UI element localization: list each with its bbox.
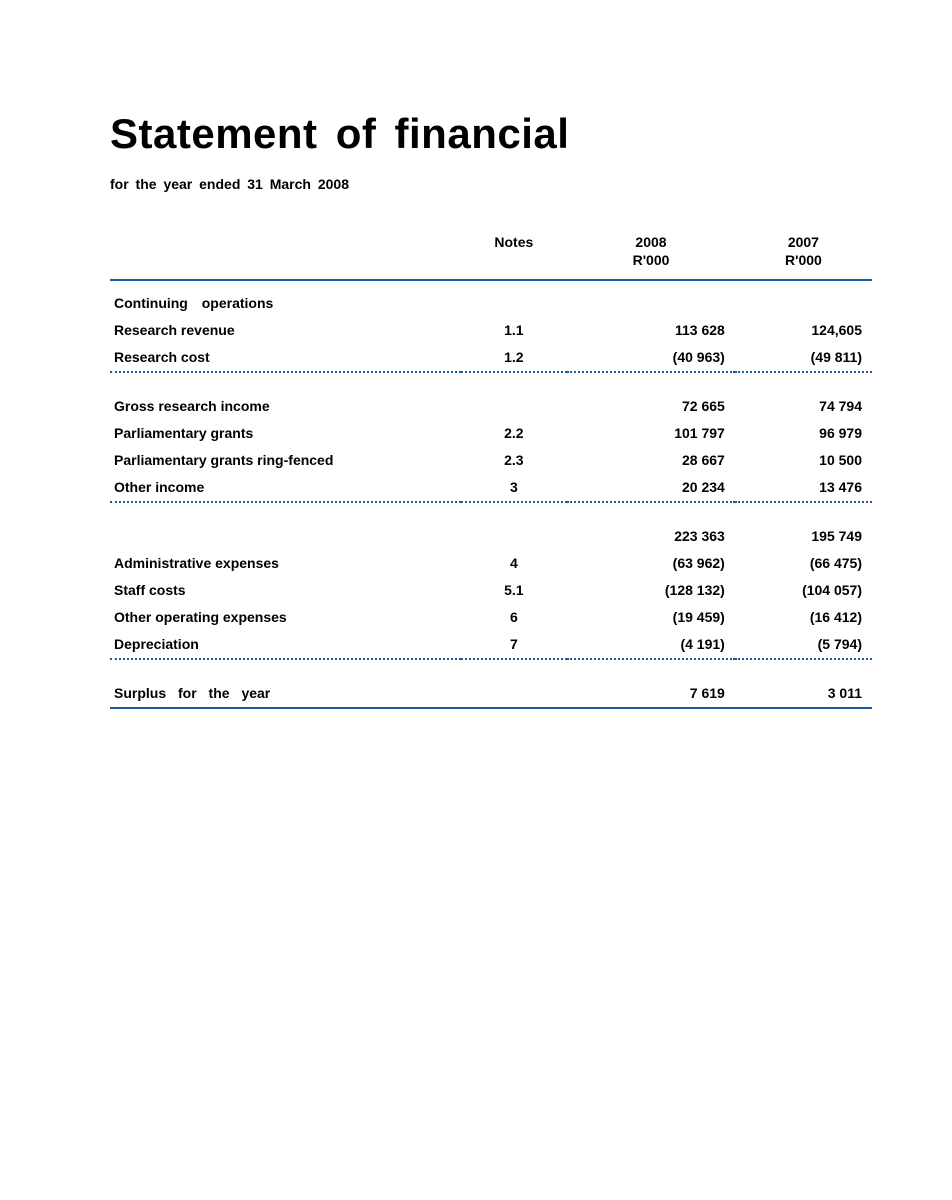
- col-header-year-a: 2008R'000: [567, 228, 735, 280]
- table-row: Other income320 23413 476: [110, 474, 872, 502]
- table-row: Parliamentary grants2.2101 79796 979: [110, 420, 872, 447]
- row-label: Staff costs: [110, 577, 461, 604]
- table-row: Depreciation7(4 191)(5 794): [110, 631, 872, 659]
- row-note: 2.2: [461, 420, 568, 447]
- table-body: Continuing operationsResearch revenue1.1…: [110, 280, 872, 708]
- row-value-a: 223 363: [567, 523, 735, 550]
- page-subtitle: for the year ended 31 March 2008: [110, 176, 872, 192]
- row-note: 1.1: [461, 317, 568, 344]
- row-note: [461, 680, 568, 708]
- financial-statement-page: Statement of financial for the year ende…: [0, 0, 952, 709]
- row-label: Other operating expenses: [110, 604, 461, 631]
- col-header-notes: Notes: [461, 228, 568, 280]
- row-note: 2.3: [461, 447, 568, 474]
- row-value-b: (49 811): [735, 344, 872, 372]
- row-label: Gross research income: [110, 393, 461, 420]
- spacer-row: [110, 372, 872, 393]
- row-value-a: (19 459): [567, 604, 735, 631]
- row-note: 5.1: [461, 577, 568, 604]
- row-note: 6: [461, 604, 568, 631]
- row-value-b: 74 794: [735, 393, 872, 420]
- table-row: Surplus for the year 7 6193 011: [110, 680, 872, 708]
- row-value-b: 3 011: [735, 680, 872, 708]
- row-note: 4: [461, 550, 568, 577]
- row-value-a: 113 628: [567, 317, 735, 344]
- section-heading: Continuing operations: [110, 280, 872, 317]
- row-value-a: 20 234: [567, 474, 735, 502]
- row-value-b: (5 794): [735, 631, 872, 659]
- row-label: Research cost: [110, 344, 461, 372]
- table-row: Administrative expenses4(63 962)(66 475): [110, 550, 872, 577]
- row-note: [461, 523, 568, 550]
- row-note: 7: [461, 631, 568, 659]
- row-value-b: (16 412): [735, 604, 872, 631]
- col-header-year-b: 2007R'000: [735, 228, 872, 280]
- row-value-b: 10 500: [735, 447, 872, 474]
- row-label: Administrative expenses: [110, 550, 461, 577]
- row-value-b: 124,605: [735, 317, 872, 344]
- row-label: Research revenue: [110, 317, 461, 344]
- col-header-blank: [110, 228, 461, 280]
- page-title: Statement of financial: [110, 110, 872, 158]
- row-label: Other income: [110, 474, 461, 502]
- row-label: [110, 523, 461, 550]
- row-value-a: (63 962): [567, 550, 735, 577]
- table-row: 223 363195 749: [110, 523, 872, 550]
- row-value-b: (104 057): [735, 577, 872, 604]
- row-label: Parliamentary grants ring-fenced: [110, 447, 461, 474]
- table-row: Parliamentary grants ring-fenced2.328 66…: [110, 447, 872, 474]
- table-row: Research revenue1.1113 628124,605: [110, 317, 872, 344]
- table-row: Gross research income 72 66574 794: [110, 393, 872, 420]
- row-value-a: (4 191): [567, 631, 735, 659]
- financial-table: Notes 2008R'000 2007R'000 Continuing ope…: [110, 228, 872, 709]
- section-heading-label: Continuing operations: [110, 280, 872, 317]
- row-note: 3: [461, 474, 568, 502]
- row-value-b: (66 475): [735, 550, 872, 577]
- row-value-b: 96 979: [735, 420, 872, 447]
- spacer-row: [110, 502, 872, 523]
- row-note: [461, 393, 568, 420]
- row-label: Surplus for the year: [110, 680, 461, 708]
- row-value-b: 13 476: [735, 474, 872, 502]
- table-row: Other operating expenses6(19 459)(16 412…: [110, 604, 872, 631]
- row-label: Depreciation: [110, 631, 461, 659]
- spacer-row: [110, 659, 872, 680]
- table-row: Staff costs5.1(128 132)(104 057): [110, 577, 872, 604]
- row-value-a: (40 963): [567, 344, 735, 372]
- table-row: Research cost1.2(40 963)(49 811): [110, 344, 872, 372]
- row-label: Parliamentary grants: [110, 420, 461, 447]
- row-value-a: 101 797: [567, 420, 735, 447]
- row-value-a: 28 667: [567, 447, 735, 474]
- row-value-b: 195 749: [735, 523, 872, 550]
- row-value-a: 7 619: [567, 680, 735, 708]
- row-note: 1.2: [461, 344, 568, 372]
- table-header: Notes 2008R'000 2007R'000: [110, 228, 872, 280]
- row-value-a: 72 665: [567, 393, 735, 420]
- row-value-a: (128 132): [567, 577, 735, 604]
